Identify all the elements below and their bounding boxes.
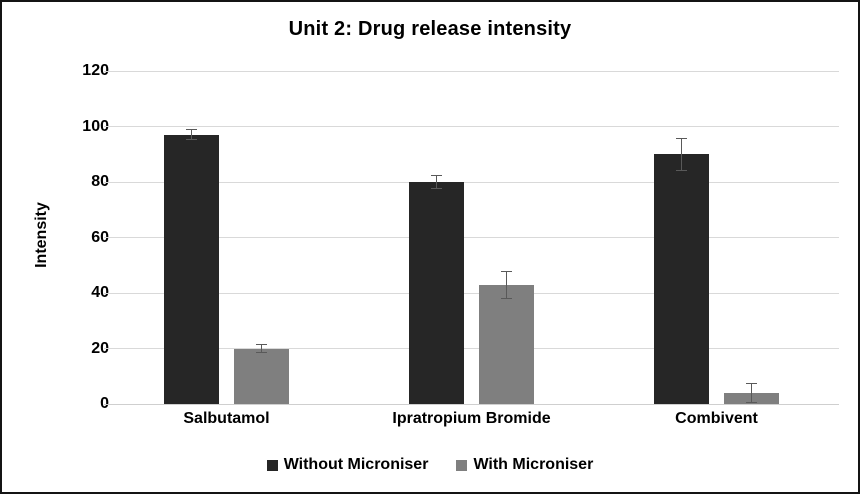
error-bar	[256, 344, 267, 353]
y-tick-label: 20	[91, 339, 109, 357]
error-bar-cap-top	[676, 137, 687, 139]
y-tick-label: 120	[82, 62, 109, 79]
error-bar-stem	[436, 175, 437, 189]
bar-without-microniser	[409, 182, 464, 404]
error-bar-cap-top	[186, 129, 197, 131]
x-category-label: Combivent	[675, 410, 758, 427]
error-bar	[676, 137, 687, 171]
error-bar-cap-top	[431, 175, 442, 177]
gridline	[104, 126, 839, 127]
error-bar-cap-top	[746, 383, 757, 385]
bar-without-microniser	[654, 154, 709, 404]
bar-with-microniser	[479, 284, 534, 404]
y-tick-label: 80	[91, 173, 109, 190]
error-bar-cap-bottom	[431, 187, 442, 189]
y-tick-label: 60	[91, 228, 109, 246]
legend: Without Microniser With Microniser	[2, 456, 858, 474]
error-bar-cap-bottom	[676, 169, 687, 171]
plot-area	[104, 70, 839, 405]
gridline	[104, 237, 839, 238]
gridline	[104, 70, 839, 72]
legend-swatch-icon	[456, 459, 468, 471]
error-bar-cap-bottom	[501, 297, 512, 299]
error-bar-stem	[506, 270, 507, 299]
gridline	[104, 348, 839, 349]
bar-with-microniser	[234, 348, 289, 404]
error-bar-stem	[751, 383, 752, 403]
gridline	[104, 181, 839, 183]
legend-item: With Microniser	[456, 456, 593, 474]
error-bar-stem	[261, 344, 262, 353]
error-bar-cap-bottom	[746, 401, 757, 403]
chart-title: Unit 2: Drug release intensity	[288, 18, 572, 40]
gridline	[104, 292, 839, 294]
y-tick-label: 100	[82, 117, 109, 135]
error-bar	[501, 270, 512, 299]
error-bar-cap-top	[256, 344, 267, 346]
y-tick-label: 0	[100, 395, 109, 412]
bar-without-microniser	[164, 134, 219, 404]
legend-swatch-icon	[266, 459, 278, 471]
x-category-label: Salbutamol	[183, 410, 270, 427]
error-bar-stem	[191, 129, 192, 141]
legend-label: Without Microniser	[283, 456, 429, 473]
x-category-label: Ipratropium Bromide	[392, 410, 551, 427]
error-bar	[186, 129, 197, 141]
legend-item: Without Microniser	[266, 456, 429, 474]
error-bar-stem	[681, 137, 682, 171]
y-tick-label: 40	[91, 284, 109, 301]
error-bar	[431, 175, 442, 189]
legend-label: With Microniser	[473, 456, 594, 473]
x-axis-line	[104, 403, 839, 405]
error-bar	[746, 383, 757, 403]
error-bar-cap-top	[501, 270, 512, 272]
error-bar-cap-bottom	[256, 351, 267, 353]
error-bar-cap-bottom	[186, 139, 197, 141]
